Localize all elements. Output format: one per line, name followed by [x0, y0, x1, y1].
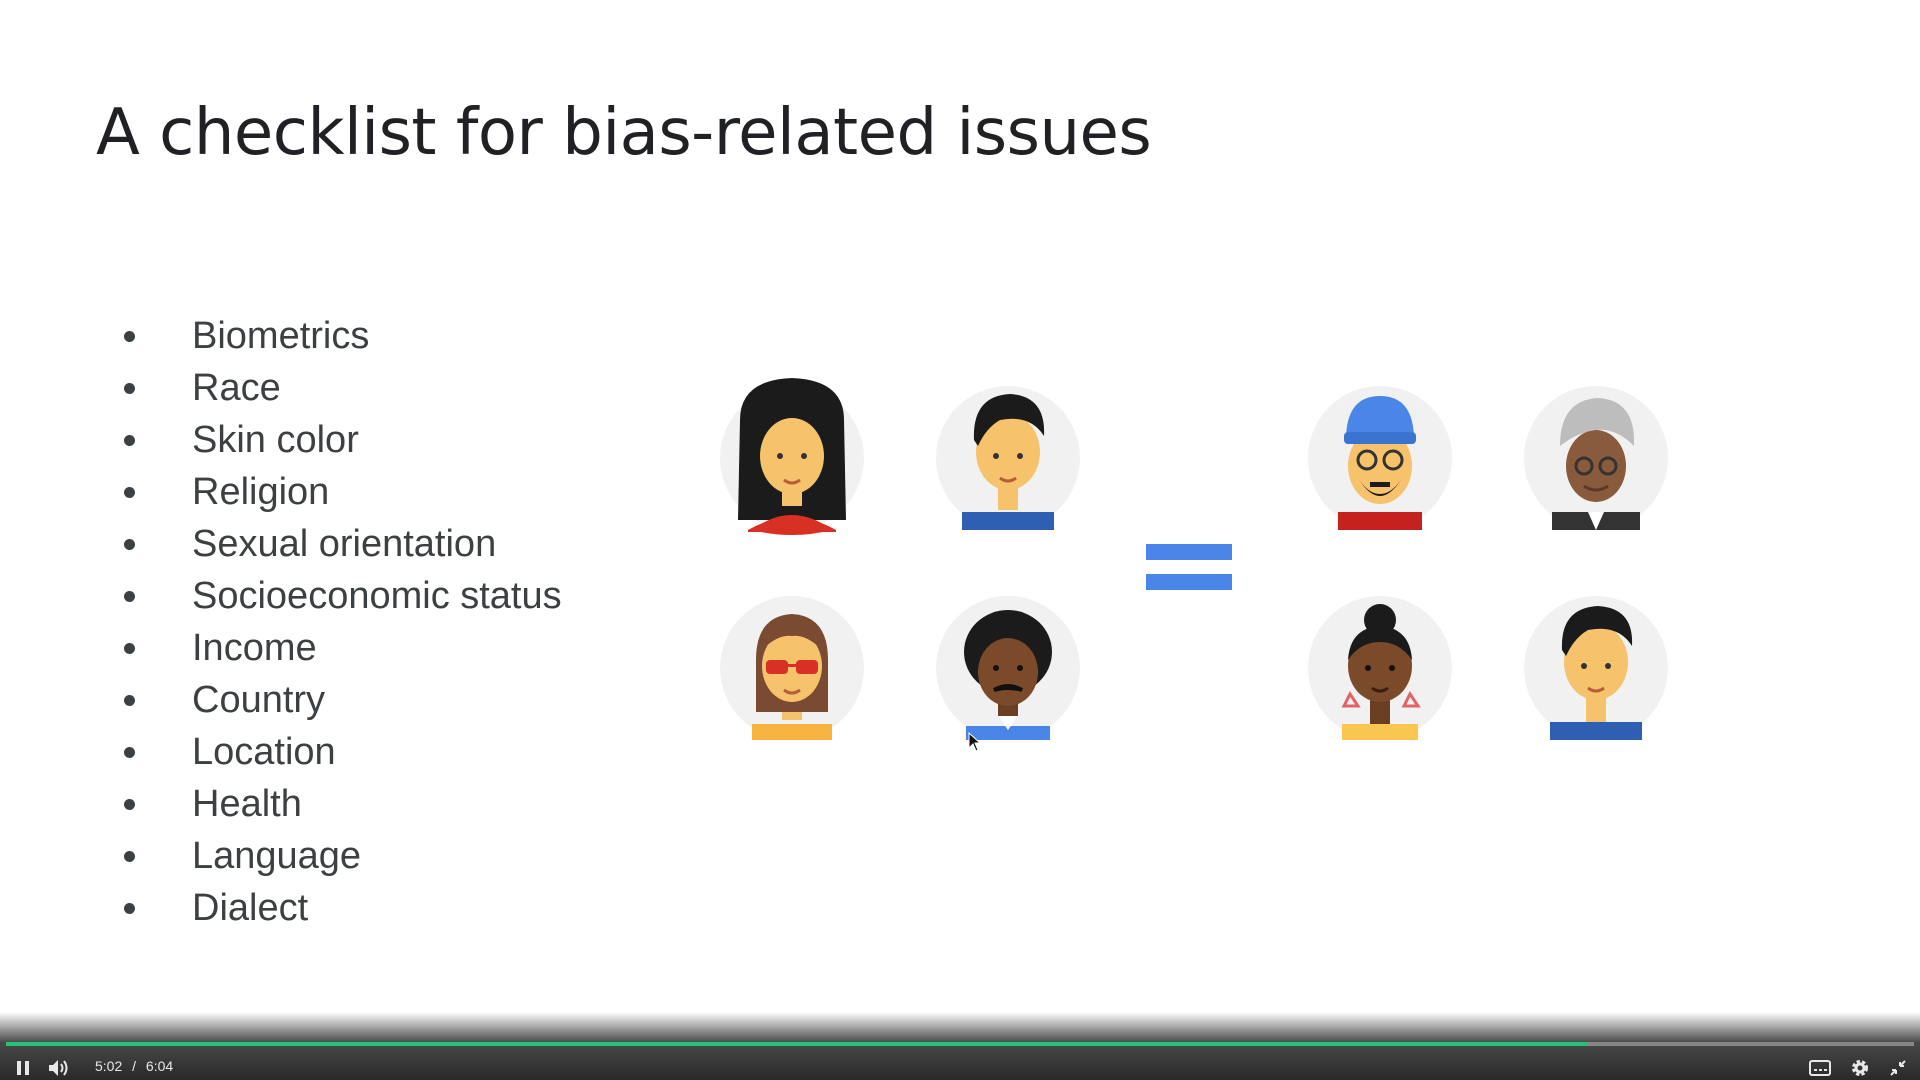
- checklist-item: Skin color: [120, 414, 562, 466]
- progress-bar[interactable]: [6, 1042, 1914, 1046]
- checklist-item: Location: [120, 726, 562, 778]
- avatar-woman-black-hair-icon: [720, 378, 864, 535]
- pause-icon: [17, 1061, 29, 1075]
- checklist-item: Health: [120, 778, 562, 830]
- bias-checklist: Biometrics Race Skin color Religion Sexu…: [120, 310, 562, 934]
- checklist-item: Race: [120, 362, 562, 414]
- checklist-item: Dialect: [120, 882, 562, 934]
- checklist-item: Religion: [120, 466, 562, 518]
- checklist-item: Language: [120, 830, 562, 882]
- avatar-woman-hair-bun-icon: [1308, 596, 1452, 740]
- duration: 6:04: [145, 1058, 174, 1074]
- avatar-man-turban-icon: [1524, 386, 1668, 530]
- progress-bar-fill: [6, 1042, 1588, 1046]
- volume-button[interactable]: [47, 1056, 71, 1080]
- checklist-item: Income: [120, 622, 562, 674]
- pause-button[interactable]: [11, 1056, 35, 1080]
- captions-button[interactable]: [1808, 1056, 1832, 1080]
- settings-button[interactable]: [1848, 1056, 1872, 1080]
- avatar-man-blue-beanie-icon: [1308, 386, 1452, 530]
- settings-icon: [1852, 1060, 1868, 1076]
- exit-fullscreen-button[interactable]: [1886, 1056, 1910, 1080]
- playback-time: 5:02 / 6:04: [95, 1058, 173, 1074]
- avatar-woman-red-glasses-icon: [720, 596, 864, 740]
- avatar-man-black-hair-icon: [936, 386, 1080, 530]
- captions-icon: [1809, 1060, 1831, 1076]
- video-player-controls: 5:02 / 6:04: [0, 1012, 1920, 1080]
- time-separator: /: [132, 1058, 137, 1074]
- avatar-man-afro-icon: [936, 596, 1080, 740]
- mouse-cursor-icon: [968, 732, 982, 752]
- slide-title: A checklist for bias-related issues: [96, 96, 1152, 170]
- avatar-man-short-hair-icon: [1524, 596, 1668, 740]
- volume-icon: [49, 1060, 68, 1076]
- checklist-item: Biometrics: [120, 310, 562, 362]
- checklist-item: Country: [120, 674, 562, 726]
- current-time: 5:02: [95, 1058, 123, 1074]
- exit-fullscreen-icon: [1890, 1060, 1906, 1076]
- checklist-item: Sexual orientation: [120, 518, 562, 570]
- equals-sign-icon: [1146, 544, 1232, 590]
- checklist-item: Socioeconomic status: [120, 570, 562, 622]
